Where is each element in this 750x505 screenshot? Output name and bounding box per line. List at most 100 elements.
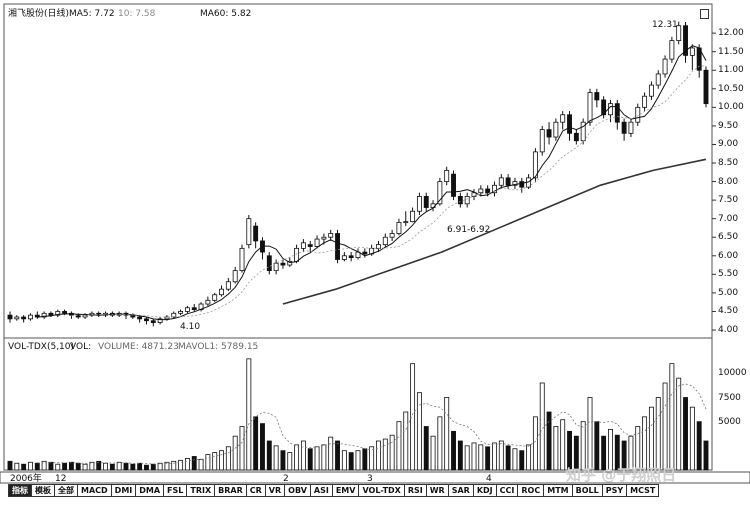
volume-bar	[123, 462, 129, 471]
candle-body	[437, 181, 443, 205]
volume-bar	[62, 462, 68, 471]
volume-bar	[382, 438, 388, 471]
indicator-tab[interactable]: KDJ	[472, 484, 496, 497]
price-tick: 12.00	[718, 28, 744, 39]
price-tick: 5.50	[718, 269, 739, 280]
indicator-tab[interactable]: WR	[425, 484, 448, 497]
indicator-tab[interactable]: TRIX	[186, 484, 215, 497]
volume-bar	[553, 426, 559, 471]
indicator-tab[interactable]: RSI	[403, 484, 426, 497]
volume-bar	[648, 406, 654, 471]
volume-bar	[355, 450, 361, 471]
indicator-tab[interactable]: MACD	[77, 484, 111, 497]
indicator-tab[interactable]: PSY	[601, 484, 627, 497]
indicator-tab[interactable]: BRAR	[214, 484, 246, 497]
indicator-tab[interactable]: OBV	[284, 484, 310, 497]
volume-bar	[471, 442, 477, 471]
indicator-tab[interactable]: CCI	[495, 484, 518, 497]
indicator-tab[interactable]: DMA	[135, 484, 164, 497]
candle-body	[300, 242, 306, 249]
volume-bar	[444, 397, 450, 471]
indicator-tab[interactable]: CR	[245, 484, 265, 497]
candle-body	[21, 316, 27, 320]
volume-bar	[341, 450, 347, 471]
volume-bar	[184, 457, 190, 471]
indicator-tab[interactable]: 指标	[8, 484, 31, 497]
candle-body	[178, 311, 184, 314]
indicator-tab[interactable]: VR	[264, 484, 285, 497]
volume-bar	[150, 463, 156, 471]
volume-bar	[676, 377, 682, 471]
volume-bar	[144, 464, 149, 471]
volume-bar	[157, 462, 163, 471]
price-tick: 5.00	[718, 287, 739, 298]
vol-label: VOL:	[70, 342, 92, 352]
indicator-tab[interactable]: DMI	[110, 484, 136, 497]
candle-body	[307, 244, 313, 247]
indicator-tab[interactable]: ASI	[309, 484, 332, 497]
volume-bar	[246, 358, 252, 471]
candle-body	[662, 58, 668, 75]
volume-bar	[14, 462, 20, 471]
volume-bar	[103, 462, 108, 471]
candle-body	[642, 95, 648, 108]
candle-body	[703, 69, 709, 105]
candle-body	[157, 318, 163, 323]
indicator-tab[interactable]: MTM	[543, 484, 572, 497]
volume-bar	[21, 463, 27, 471]
volume-bar	[546, 411, 552, 471]
candle-body	[560, 114, 566, 123]
candle-body	[382, 236, 388, 246]
candle-body	[457, 196, 463, 205]
volume-bar	[642, 416, 648, 471]
candle-body	[546, 129, 552, 138]
indicator-tab[interactable]: BOLL	[571, 484, 602, 497]
price-tick: 9.00	[718, 139, 739, 150]
candle-body	[253, 225, 259, 242]
candle-body	[219, 288, 224, 296]
ma10-label: 10: 7.58	[118, 9, 156, 19]
volume-bar	[28, 461, 33, 471]
indicator-tab[interactable]: SAR	[447, 484, 473, 497]
volume-tick: 5000	[718, 416, 741, 427]
volume-bar	[464, 445, 470, 471]
volume-bar	[635, 426, 641, 471]
candle-body	[464, 196, 470, 205]
ma60-label: MA60: 5.82	[200, 9, 252, 19]
candle-body	[444, 170, 450, 182]
maximize-icon[interactable]	[700, 9, 709, 19]
volume-bar	[662, 382, 668, 471]
volume-bar	[608, 428, 613, 471]
candle-body	[212, 294, 218, 301]
volume-bar	[478, 444, 484, 471]
indicator-tab[interactable]: 模板	[31, 484, 54, 497]
volume-bar	[703, 440, 709, 471]
candle-body	[362, 251, 368, 255]
volume-bar	[75, 462, 81, 471]
volume-bar	[696, 421, 702, 471]
candle-body	[628, 121, 634, 134]
volume-bar	[396, 421, 402, 471]
candle-body	[280, 262, 286, 266]
volume-bar	[55, 463, 61, 471]
candle-body	[505, 177, 511, 186]
ma10-line	[71, 65, 707, 318]
indicator-tab[interactable]: EMV	[331, 484, 359, 497]
volume-bar	[178, 459, 184, 471]
volume-bar	[430, 435, 436, 471]
indicator-tab[interactable]: ROC	[517, 484, 544, 497]
volume-bar	[68, 461, 74, 471]
price-tick: 9.50	[718, 120, 739, 131]
indicator-tab[interactable]: VOL-TDX	[358, 484, 404, 497]
indicator-tab[interactable]: 全部	[54, 484, 77, 497]
candle-body	[676, 25, 682, 41]
candle-body	[287, 260, 293, 266]
indicator-tab[interactable]: FSL	[163, 484, 187, 497]
indicator-tab[interactable]: MCST	[626, 484, 660, 497]
price-tick: 10.50	[718, 83, 744, 94]
volume-bar	[655, 397, 661, 471]
watermark: 知乎 @于翔照日	[566, 466, 677, 484]
candle-body	[485, 188, 491, 194]
